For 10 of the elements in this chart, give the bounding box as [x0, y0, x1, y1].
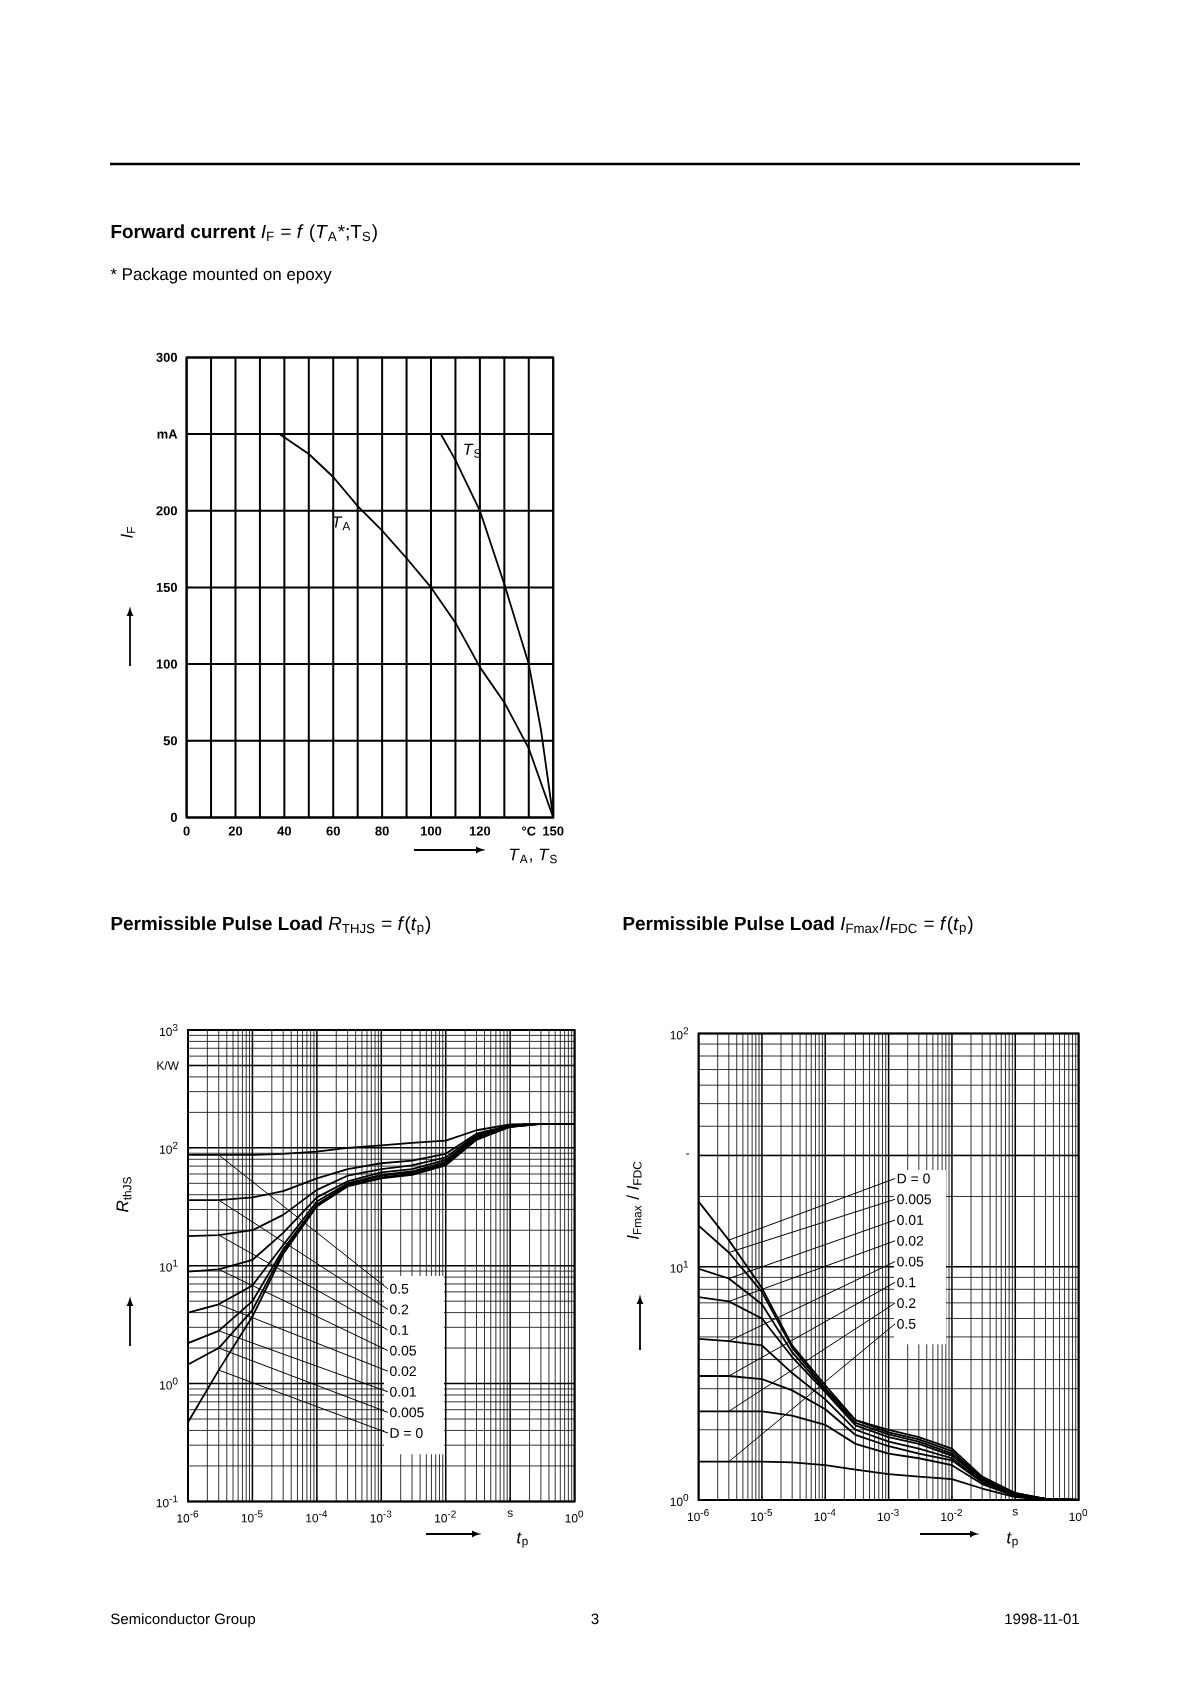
chart-title: Permissible Pulse Load R$_{THJS}$ = f(t$_{p}$): [111, 916, 431, 935]
x-axis-title: T$_{A}$, T$_{S}$: [509, 848, 557, 864]
y-axis-title: I$_{F}$: [120, 527, 136, 538]
x-axis-title: t$_{p}$: [1007, 1532, 1018, 1548]
y-axis-title: R$_{thJS}$: [116, 1177, 132, 1212]
chart-title: Permissible Pulse Load I$_{Fmax}$/I$_{FDC}$ = f(t$_{p}$): [623, 916, 973, 935]
y-axis-title: I$_{Fmax}$ / I$_{FDC}$: [626, 1161, 642, 1240]
chart-subtitle: * Package mounted on epoxy: [110, 267, 332, 284]
x-axis-title: t$_{p}$: [517, 1532, 528, 1548]
chart-title: Forward current I$_{F}$ = f (T$_{A}$*;T$_{S}$): [111, 224, 377, 242]
